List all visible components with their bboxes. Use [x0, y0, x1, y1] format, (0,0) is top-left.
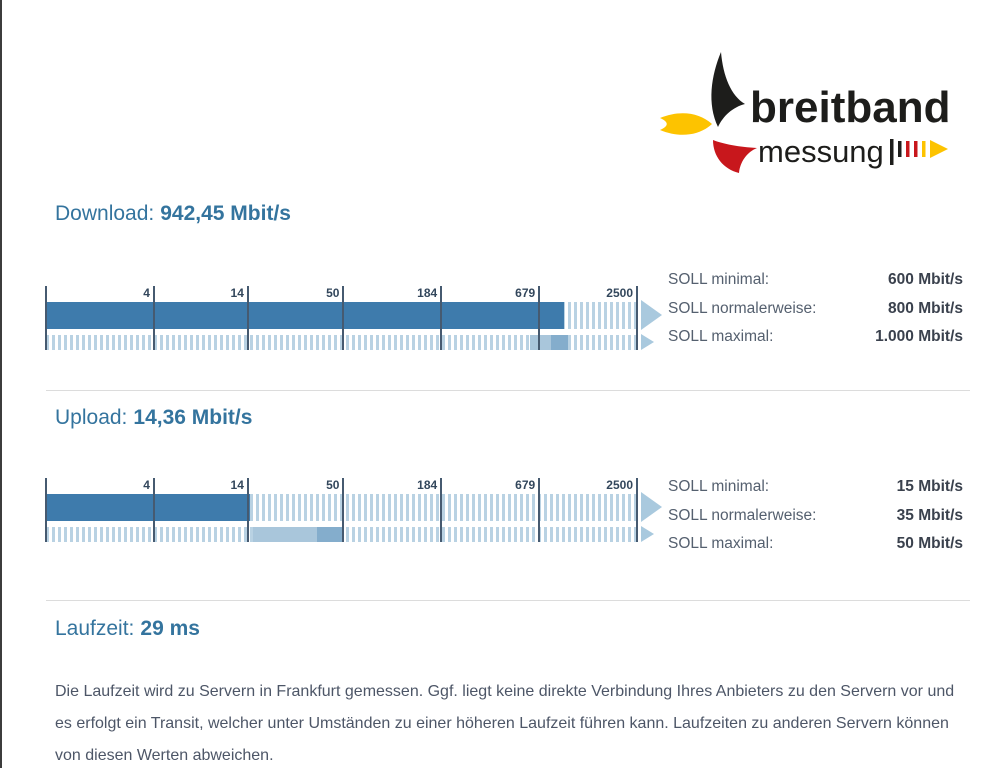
scale-tick-label: 14: [230, 286, 244, 300]
scale-tick-line: [152, 286, 155, 350]
scale-tick-line: [342, 286, 345, 350]
soll-row: SOLL maximal: 1.000 Mbit/s: [668, 328, 963, 357]
soll-minimal-value: 15 Mbit/s: [896, 478, 963, 495]
logo-graphic: breitband messung: [660, 52, 950, 173]
upload-soll-min-to-normal-segment: [253, 527, 317, 542]
scale-tick-label: 184: [417, 286, 438, 300]
scale-tick-label: 679: [515, 478, 536, 492]
scale-tick-line: [342, 478, 345, 542]
scale-tick-label: 4: [143, 286, 150, 300]
scale-tick-label: 2500: [606, 286, 633, 300]
upload-soll-arrow-icon: [641, 526, 654, 542]
download-gauge-arrow-icon: [641, 300, 662, 330]
download-measured-fill: [46, 302, 564, 329]
logo-yellow-swoosh: [660, 113, 712, 135]
download-gauge: 4 14 50 184 679 2500: [45, 286, 662, 350]
download-target-range-bar: [46, 335, 637, 350]
scale-tick-line: [45, 478, 47, 542]
latency-heading: Laufzeit: 29 ms: [55, 617, 200, 641]
soll-normal-label: SOLL normalerweise:: [668, 299, 817, 317]
section-separator: [46, 600, 970, 601]
soll-normal-value: 800 Mbit/s: [888, 299, 963, 317]
scale-tick-line: [440, 478, 443, 542]
scale-tick-label: 184: [417, 478, 438, 492]
soll-maximal-label: SOLL maximal:: [668, 535, 774, 552]
latency-label: Laufzeit:: [55, 617, 135, 640]
logo-play-triangle-icon: [930, 140, 948, 158]
scale-tick-line: [45, 286, 47, 350]
scale-tick-line: [246, 478, 249, 542]
logo-text-line2: messung: [758, 134, 884, 169]
upload-target-range-bar: [46, 527, 637, 542]
upload-soll-legend: SOLL minimal: 15 Mbit/s SOLL normalerwei…: [668, 478, 963, 564]
soll-minimal-label: SOLL minimal:: [668, 478, 770, 495]
logo-black-swoosh: [711, 52, 745, 127]
section-separator: [46, 390, 970, 391]
soll-minimal-value: 600 Mbit/s: [888, 271, 963, 288]
logo-text-line1: breitband: [750, 83, 950, 132]
upload-soll-normal-to-max-segment: [316, 527, 344, 542]
download-soll-min-to-normal-segment: [529, 335, 552, 350]
window-left-edge: [0, 0, 2, 768]
soll-row: SOLL minimal: 600 Mbit/s: [668, 271, 963, 300]
latency-value: 29 ms: [140, 617, 200, 640]
download-heading: Download: 942,45 Mbit/s: [55, 202, 291, 226]
soll-row: SOLL normalerweise: 35 Mbit/s: [668, 507, 963, 536]
scale-tick-line: [152, 478, 155, 542]
soll-maximal-label: SOLL maximal:: [668, 328, 774, 345]
scale-tick-line: [636, 286, 638, 350]
scale-tick-label: 4: [143, 478, 150, 492]
scale-tick-label: 14: [230, 478, 244, 492]
soll-row: SOLL maximal: 50 Mbit/s: [668, 535, 963, 564]
soll-normal-value: 35 Mbit/s: [896, 506, 963, 524]
download-value: 942,45 Mbit/s: [160, 202, 291, 225]
breitbandmessung-logo: breitband messung: [655, 36, 985, 178]
download-soll-normal-to-max-segment: [551, 335, 569, 350]
scale-tick-label: 679: [515, 286, 536, 300]
scale-tick-line: [538, 286, 541, 350]
soll-minimal-label: SOLL minimal:: [668, 271, 770, 288]
soll-row: SOLL minimal: 15 Mbit/s: [668, 478, 963, 507]
soll-normal-label: SOLL normalerweise:: [668, 506, 817, 524]
scale-tick-line: [538, 478, 541, 542]
latency-note: Die Laufzeit wird zu Servern in Frankfur…: [55, 683, 955, 764]
upload-gauge: 4 14 50 184 679 2500: [45, 478, 662, 542]
download-label: Download:: [55, 202, 155, 225]
soll-maximal-value: 50 Mbit/s: [896, 535, 963, 552]
download-soll-arrow-icon: [641, 334, 654, 350]
upload-value: 14,36 Mbit/s: [133, 406, 253, 429]
upload-heading: Upload: 14,36 Mbit/s: [55, 406, 252, 430]
scale-tick-line: [246, 286, 249, 350]
upload-label: Upload:: [55, 406, 128, 429]
scale-tick-label: 50: [326, 478, 340, 492]
scale-tick-line: [440, 286, 443, 350]
soll-maximal-value: 1.000 Mbit/s: [875, 328, 963, 345]
logo-red-swoosh: [713, 140, 757, 173]
scale-tick-label: 50: [326, 286, 340, 300]
upload-measured-fill: [46, 494, 250, 521]
download-soll-legend: SOLL minimal: 600 Mbit/s SOLL normalerwe…: [668, 271, 963, 357]
soll-row: SOLL normalerweise: 800 Mbit/s: [668, 300, 963, 329]
logo-signal-bars-icon: [890, 139, 948, 165]
upload-gauge-arrow-icon: [641, 492, 662, 522]
scale-tick-label: 2500: [606, 478, 633, 492]
scale-tick-line: [636, 478, 638, 542]
